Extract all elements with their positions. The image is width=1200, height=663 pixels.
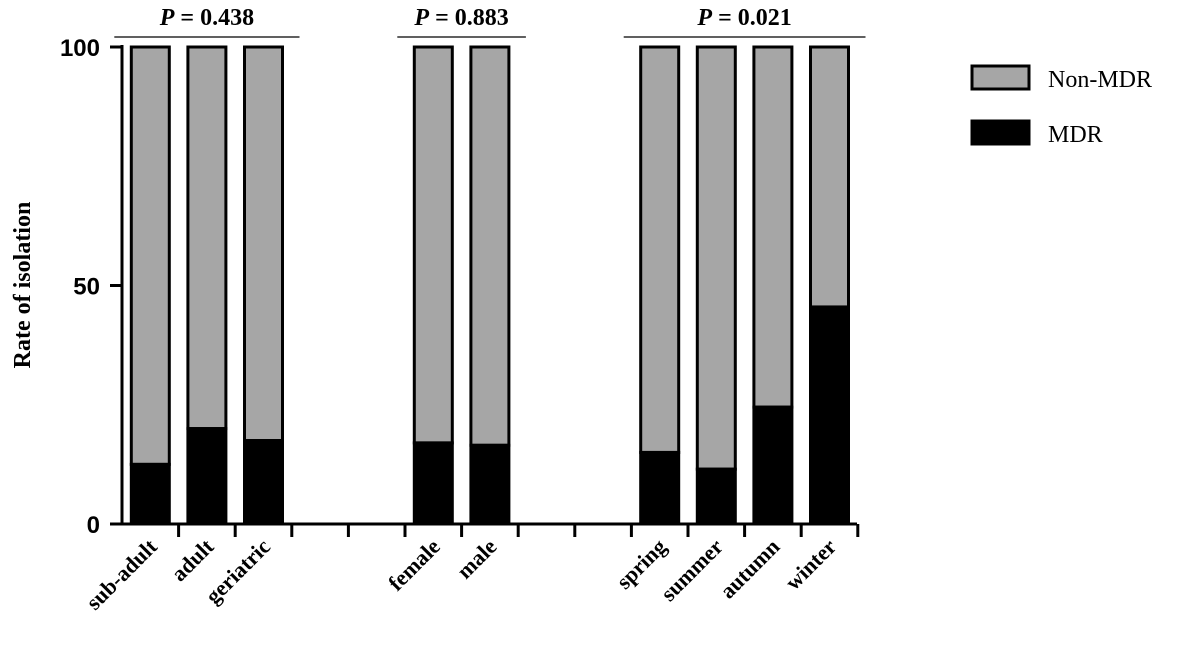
bar-non-mdr-summer <box>695 45 737 471</box>
legend: Non-MDR MDR <box>970 64 1152 148</box>
group-annotations: P = 0.438 P = 0.883 P = 0.021 <box>114 5 866 38</box>
bar-non-mdr-winter <box>809 45 850 309</box>
bar-mdr-spring <box>639 450 681 526</box>
bar-non-mdr-sub-adult <box>129 45 171 466</box>
p-value-label: P = 0.883 <box>413 5 508 31</box>
p-value-label: P = 0.438 <box>159 5 254 31</box>
bar-mdr-female <box>412 441 454 526</box>
bar-non-mdr-autumn <box>752 45 794 409</box>
x-tick-label: autumn <box>715 534 785 604</box>
bars-layer <box>129 45 850 526</box>
x-tick-label: summer <box>656 534 728 606</box>
bar-mdr-male <box>469 443 511 526</box>
x-tick-label: winter <box>780 534 841 595</box>
bar-mdr-adult <box>186 427 228 526</box>
y-tick-label: 100 <box>60 35 100 62</box>
legend-label-non-mdr: Non-MDR <box>1048 67 1152 93</box>
bar-non-mdr-adult <box>186 45 228 431</box>
y-axis-label: Rate of isolation <box>10 202 36 369</box>
y-tick-label: 0 <box>87 512 100 539</box>
x-tick-label: sub-adult <box>81 533 162 614</box>
bar-non-mdr-spring <box>639 45 681 454</box>
bar-non-mdr-geriatric <box>243 45 284 443</box>
bar-mdr-winter <box>809 305 850 526</box>
x-tick-label: adult <box>166 533 219 586</box>
bar-mdr-sub-adult <box>129 462 171 526</box>
bar-mdr-autumn <box>752 405 794 526</box>
bar-non-mdr-male <box>469 45 511 447</box>
legend-label-mdr: MDR <box>1048 122 1103 148</box>
bar-non-mdr-female <box>412 45 454 445</box>
x-tick-label: female <box>383 534 445 596</box>
x-tick-label: male <box>452 534 502 584</box>
legend-swatch-mdr <box>970 119 1031 146</box>
y-tick-label: 50 <box>73 274 100 301</box>
p-value-label: P = 0.021 <box>696 5 791 31</box>
bar-mdr-geriatric <box>243 439 284 526</box>
legend-swatch-non-mdr <box>970 64 1031 91</box>
bar-mdr-summer <box>695 467 737 526</box>
